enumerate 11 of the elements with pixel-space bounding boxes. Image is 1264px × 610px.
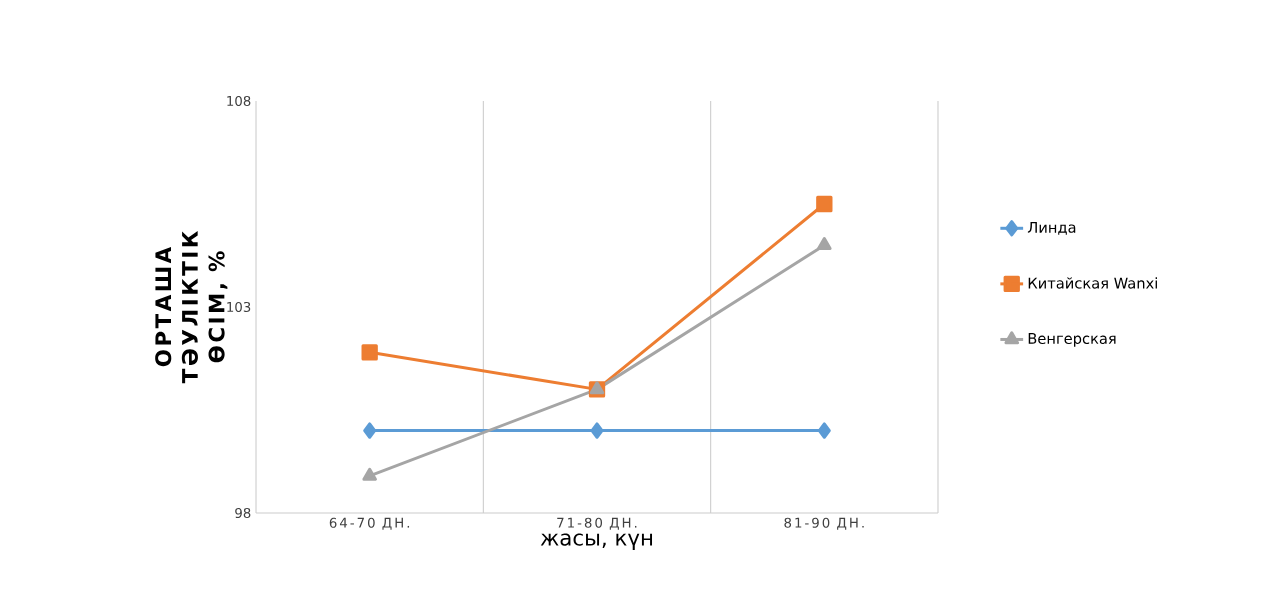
x-tick-label: 81-90 ДН. [784, 517, 864, 530]
legend-label: Китайская Wanxi [1028, 277, 1157, 289]
x-tick-label: 64-70 ДН. [329, 517, 410, 530]
legend-label: Венгерская [1028, 333, 1116, 347]
y-tick-label: 108 [227, 95, 251, 107]
y-tick-label: 98 [235, 507, 251, 519]
y-tick-label: 103 [227, 301, 251, 313]
x-tick-label: 71-80 ДН. [557, 517, 637, 530]
legend-label: Линда [1027, 221, 1076, 235]
x-axis-title: жасы, күн [540, 533, 653, 550]
y-axis-title: ОРТАША ТӘУЛІКТІК ӨСІМ, % [155, 231, 228, 384]
